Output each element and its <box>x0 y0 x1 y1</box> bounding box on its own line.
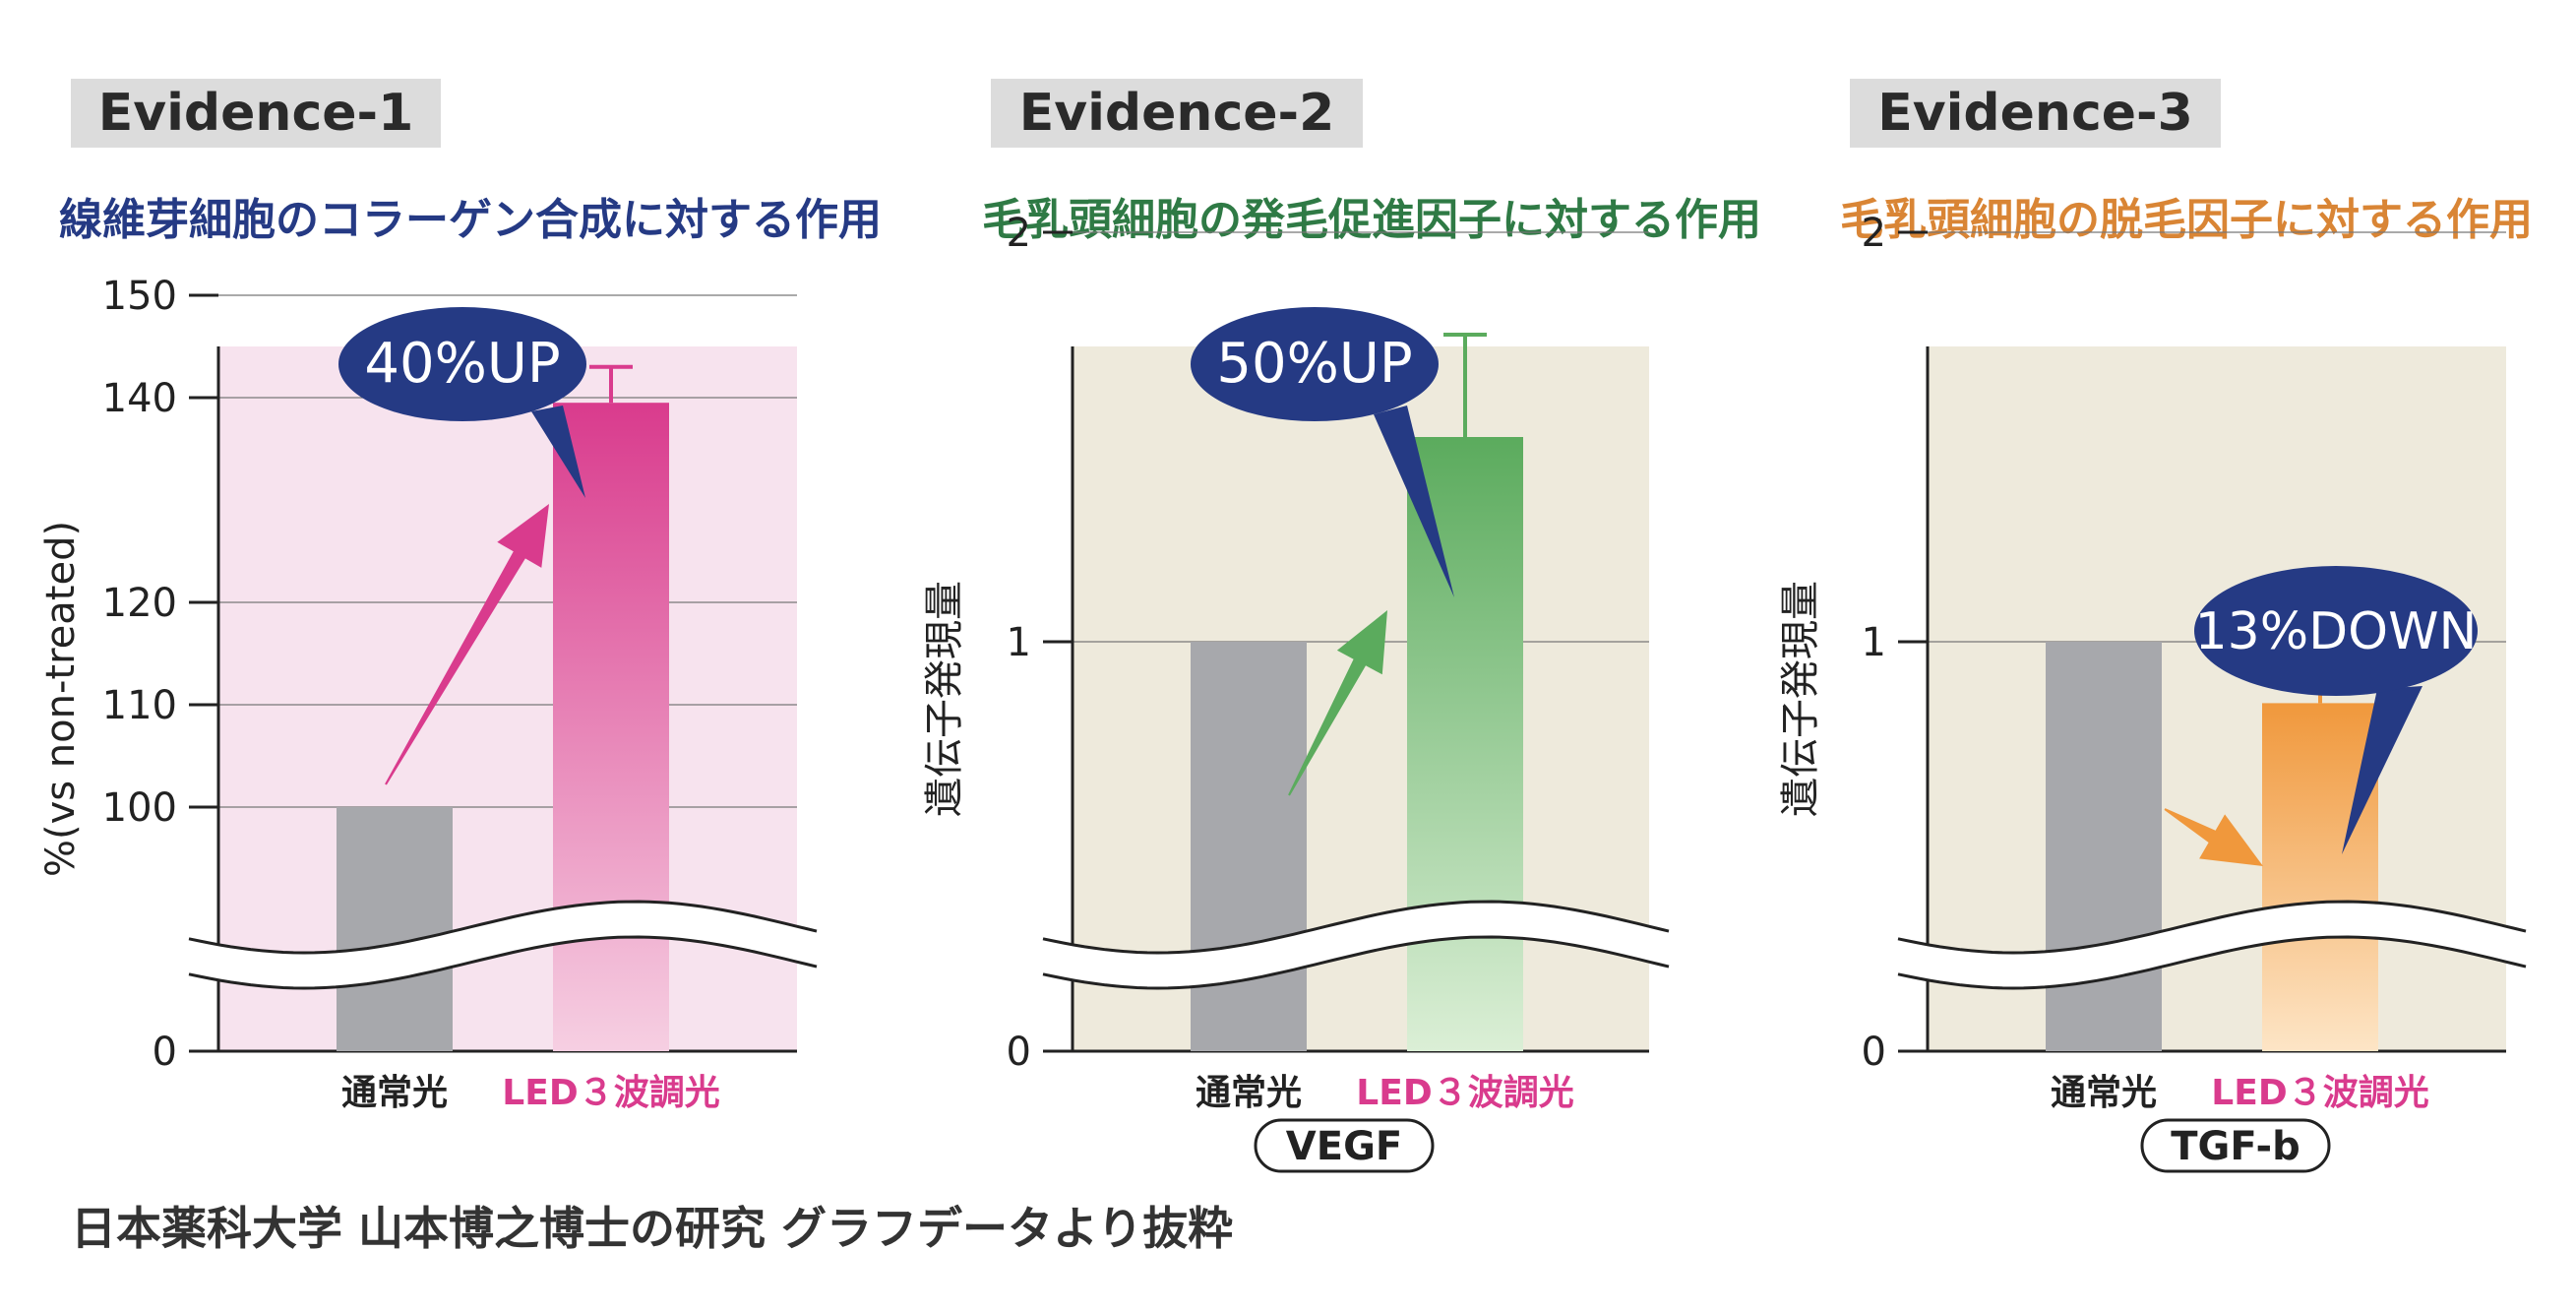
y-tick-label: 1 <box>1862 620 1886 665</box>
trend-arrow <box>1288 610 1387 796</box>
gene-badge <box>1254 1118 1435 1173</box>
y-tick-label: 0 <box>1007 1030 1031 1075</box>
callout-tail <box>1374 406 1454 597</box>
chart-1: 0 100 110 120 140 150 %(vs non-treated) 通常光 LED３… <box>38 274 818 1113</box>
y-tick-label: 2 <box>1007 211 1031 256</box>
evidence-2-label: Evidence-2 <box>991 79 1363 148</box>
axis-break-line-top <box>1042 900 1670 955</box>
category-label: LED３波調光 <box>2211 1073 2428 1113</box>
bar-normal-light <box>337 807 453 1051</box>
y-tick-label: 150 <box>102 274 177 319</box>
category-label: LED３波調光 <box>1356 1073 1573 1113</box>
bar-normal-light <box>1191 642 1307 1051</box>
category-label: 通常光 <box>1196 1073 1302 1113</box>
callout-text: 50%UP <box>1216 332 1412 396</box>
bar-led-light <box>553 403 669 1051</box>
evidence-1-subtitle: 線維芽細胞のコラーゲン合成に対する作用 <box>59 195 882 245</box>
evidence-2-subtitle: 毛乳頭細胞の発毛促進因子に対する作用 <box>982 195 1761 245</box>
callout-bubble <box>338 307 586 421</box>
callout-bubble <box>2194 566 2478 696</box>
axis-break-line-bottom <box>1897 935 2527 990</box>
y-tick-label: 1 <box>1007 620 1031 665</box>
callout-bubble <box>1191 307 1439 421</box>
y-tick-label: 0 <box>153 1030 177 1075</box>
category-label: 通常光 <box>2051 1073 2157 1113</box>
axis-break-line-bottom <box>188 935 818 990</box>
y-axis-label: 遺伝子発現量 <box>922 581 967 817</box>
axis-break-line-top <box>1897 900 2527 955</box>
gene-label: VEGF <box>1286 1124 1402 1169</box>
category-label: 通常光 <box>341 1073 448 1113</box>
source-note: 日本薬科大学 山本博之博士の研究 グラフデータより抜粋 <box>71 1202 1234 1255</box>
axis-break-line-top <box>188 900 818 955</box>
y-axis-label: %(vs non-treated) <box>38 521 84 877</box>
gene-badge <box>2140 1118 2331 1173</box>
callout-text: 13%DOWN <box>2195 602 2478 661</box>
y-tick-label: 2 <box>1862 211 1886 256</box>
category-label: LED３波調光 <box>502 1073 719 1113</box>
evidence-3-subtitle: 毛乳頭細胞の脱毛因子に対する作用 <box>1840 195 2533 245</box>
bar-led-light <box>1407 437 1523 1051</box>
evidence-3-label: Evidence-3 <box>1850 79 2221 148</box>
trend-arrow <box>385 504 549 785</box>
callout-tail <box>531 406 585 498</box>
y-tick-label: 100 <box>102 785 177 831</box>
axis-break-line-bottom <box>1042 935 1670 990</box>
callout-tail <box>2342 686 2423 854</box>
axis-break-band <box>189 902 817 988</box>
y-tick-label: 0 <box>1862 1030 1886 1075</box>
y-tick-label: 110 <box>102 683 177 728</box>
y-tick-label: 120 <box>102 581 177 626</box>
trend-arrow <box>2164 808 2263 866</box>
y-axis-label: 遺伝子発現量 <box>1778 581 1823 817</box>
bar-led-light <box>2262 703 2378 1051</box>
axis-break-band <box>1043 902 1669 988</box>
evidence-1-label: Evidence-1 <box>71 79 441 148</box>
axis-break-band <box>1898 902 2526 988</box>
y-tick-label: 140 <box>102 376 177 421</box>
callout-text: 40%UP <box>364 332 560 396</box>
gene-label: TGF-b <box>2171 1124 2300 1169</box>
bar-normal-light <box>2046 642 2162 1051</box>
